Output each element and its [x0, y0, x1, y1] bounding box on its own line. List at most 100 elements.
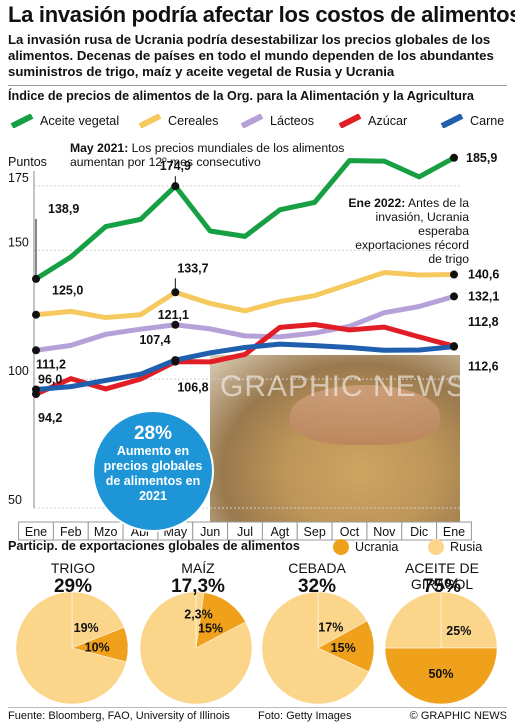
data-label-lacteos: 121,1	[158, 308, 189, 322]
watermark: GRAPHIC NEWS	[220, 370, 468, 403]
data-point-azucar	[171, 357, 180, 366]
exports-title: Particip. de exportaciones globales de a…	[8, 539, 300, 553]
legend-azucar: Azúcar	[338, 113, 408, 129]
legend-swatch-aceite	[10, 113, 34, 129]
annotation-jan-2022: Ene 2022: Antes de la invasión, Ucrania …	[344, 196, 469, 266]
data-label-cereales: 125,0	[52, 284, 83, 298]
legend-label-azucar: Azúcar	[368, 114, 408, 128]
headline: La invasión podría afectar los costos de…	[8, 2, 515, 27]
series-line-azucar	[33, 322, 457, 397]
data-point-aceite	[450, 153, 458, 162]
data-label-carne: 96,0	[38, 372, 62, 386]
pie-label-ucrania: 15%	[198, 621, 223, 635]
pie-girasol-label: ACEITE DE GIRASOL	[405, 560, 479, 592]
x-tick-label: Oct	[340, 525, 360, 539]
x-tick-label: Dic	[410, 525, 428, 539]
x-tick-label: Ene	[443, 525, 465, 539]
pie-cebada-label: CEBADA	[288, 560, 346, 576]
legend-rusia: Rusia	[428, 539, 482, 555]
footer-credit: © GRAPHIC NEWS	[409, 710, 507, 722]
ucrania-dot	[333, 539, 349, 555]
pie-slice-other	[139, 591, 253, 705]
legend-carne: Carne	[440, 113, 505, 129]
pie-slice-other	[261, 591, 370, 705]
increase-value: 28%	[133, 423, 173, 444]
pie-cebada-total: 32%	[297, 576, 337, 597]
pie-slice-ucrania	[384, 647, 498, 705]
legend-ucrania-label: Ucrania	[355, 540, 399, 554]
data-label-lacteos: 132,1	[468, 289, 499, 303]
pie-maiz-total: 17,3%	[171, 576, 225, 597]
x-tick-box	[436, 521, 472, 541]
footer-divider	[8, 707, 507, 708]
legend-swatch-cereales	[138, 113, 162, 129]
legend-label-cereales: Cereales	[168, 114, 219, 128]
y-tick-175: 175	[8, 171, 29, 185]
series-line-cereales	[33, 269, 457, 321]
data-point-lacteos	[171, 320, 180, 329]
chart-title: Índice de precios de alimentos de la Org…	[8, 89, 474, 103]
legend-label-aceite: Aceite vegetal	[40, 114, 120, 128]
series-line-carne	[33, 341, 457, 392]
x-tick-label: Sep	[304, 525, 326, 539]
pie-maiz-label: MAÍZ	[181, 560, 215, 576]
y-tick-50: 50	[8, 493, 22, 507]
annotation-may-2021: May 2021: Los precios mundiales de los a…	[70, 141, 380, 169]
annotation-may-text: Los precios mundiales de los alimentos a…	[70, 141, 345, 169]
pie-label-ucrania: 15%	[331, 641, 356, 655]
legend-aceite: Aceite vegetal	[10, 113, 120, 129]
increase-circle: 28% Aumento en precios globales de alime…	[92, 410, 214, 532]
x-tick-label: Agt	[270, 525, 289, 539]
pie-trigo-label: TRIGO	[50, 560, 96, 576]
legend-label-lacteos: Lácteos	[270, 114, 315, 128]
data-label-cereales: 133,7	[177, 261, 208, 275]
y-tick-150: 150	[8, 235, 29, 249]
pie-slice-ucrania	[195, 592, 246, 649]
annotation-may-bold: May 2021:	[70, 141, 129, 155]
pie-label-ucrania: 10%	[85, 640, 110, 654]
x-tick-label: Nov	[373, 525, 396, 539]
data-point-azucar	[32, 390, 40, 399]
annotation-jan-text: Antes de la invasión, Ucrania esperaba e…	[355, 196, 469, 266]
data-label-azucar: 106,8	[177, 381, 208, 395]
series-line-aceite	[33, 155, 457, 282]
data-label-lacteos: 111,2	[36, 357, 66, 371]
pie-label-ucrania: 50%	[428, 667, 453, 681]
legend-label-carne: Carne	[470, 114, 505, 128]
subhead: La invasión rusa de Ucrania podría deses…	[8, 32, 494, 79]
rusia-dot	[428, 539, 444, 555]
pie-girasol-total: 75%	[422, 576, 462, 597]
data-point-carne	[450, 342, 458, 351]
legend-lacteos: Lácteos	[240, 113, 315, 129]
increase-text: Aumento en precios globales de alimentos…	[103, 444, 203, 503]
data-label-azucar: 112,8	[468, 315, 499, 329]
data-point-lacteos	[32, 346, 40, 355]
legend-swatch-carne	[440, 113, 464, 129]
series-line-lacteos	[33, 293, 457, 353]
pie-slice-rusia	[440, 591, 498, 649]
data-label-carne: 112,6	[468, 360, 499, 374]
y-tick-100: 100	[8, 364, 29, 378]
pie-slice-rusia	[71, 591, 125, 649]
pie-label-rusia: 17%	[318, 620, 343, 634]
pie-label-rusia: 25%	[446, 624, 471, 638]
legend-swatch-azucar	[338, 113, 362, 129]
data-label-azucar: 94,2	[38, 411, 62, 425]
footer-photo: Foto: Getty Images	[258, 710, 352, 722]
x-tick-label: Jun	[200, 525, 220, 539]
pie-slice-other	[15, 591, 127, 705]
data-label-aceite: 185,9	[466, 151, 497, 165]
x-tick-label: Feb	[60, 525, 82, 539]
data-label-carne: 107,4	[139, 333, 170, 347]
pie-slice-other	[384, 591, 442, 649]
pie-slice-rusia	[317, 591, 368, 649]
data-label-aceite: 174,9	[160, 159, 191, 173]
pie-slice-ucrania	[317, 620, 375, 673]
x-tick-label: Jul	[237, 525, 253, 539]
x-tick-label: Ene	[25, 525, 47, 539]
legend-cereales: Cereales	[138, 113, 219, 129]
x-tick-label: Mzo	[94, 525, 118, 539]
divider	[8, 85, 507, 86]
annotation-jan-bold: Ene 2022:	[348, 196, 406, 210]
data-label-cereales: 140,6	[468, 268, 499, 282]
